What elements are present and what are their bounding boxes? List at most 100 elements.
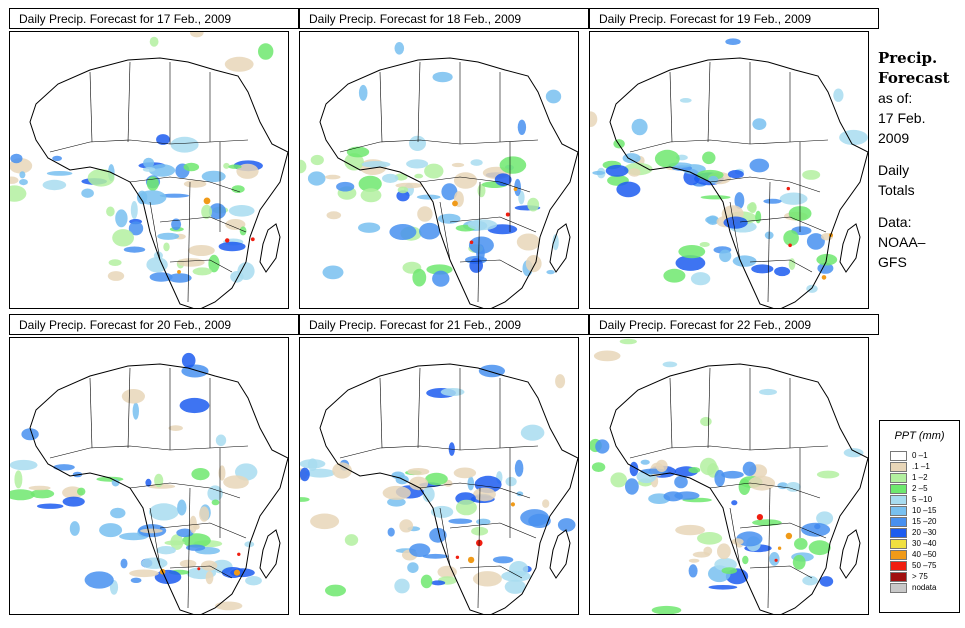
precip-blob xyxy=(21,428,39,441)
precip-blob xyxy=(358,175,382,192)
legend-label: 50 –75 xyxy=(912,561,937,570)
precip-blob xyxy=(326,211,342,220)
precip-blob xyxy=(19,179,28,186)
precip-blob xyxy=(192,267,212,276)
precip-blob xyxy=(839,129,868,146)
precip-blob xyxy=(183,180,207,188)
side-heading: Forecast xyxy=(878,69,950,87)
precip-blob xyxy=(451,162,465,168)
precip-blob xyxy=(417,206,433,222)
precip-blob xyxy=(382,485,411,500)
precip-blob xyxy=(208,254,220,273)
precip-blob xyxy=(146,257,168,273)
precip-blob xyxy=(769,552,780,566)
country-border xyxy=(749,565,813,579)
precip-blob xyxy=(300,467,310,482)
legend-label: > 75 xyxy=(912,572,928,581)
precip-blob xyxy=(397,186,409,194)
country-border xyxy=(49,445,249,459)
precip-blob xyxy=(156,546,176,555)
legend-item: 40 –50 xyxy=(880,549,959,560)
precip-blob xyxy=(679,98,692,103)
precip-map xyxy=(589,31,869,309)
precip-blob xyxy=(361,161,391,168)
precip-blob xyxy=(112,229,134,247)
precip-blob xyxy=(514,178,521,197)
precip-blob xyxy=(123,246,146,253)
legend-item: .1 –1 xyxy=(880,461,959,472)
precip-blob xyxy=(106,206,115,217)
precip-blob xyxy=(738,478,751,495)
precip-blob xyxy=(396,190,410,202)
precip-blob xyxy=(130,577,142,583)
coastline xyxy=(319,363,578,614)
precip-blob xyxy=(675,255,706,271)
legend-item: nodata xyxy=(880,582,959,593)
precip-map xyxy=(299,31,579,309)
precip-blob xyxy=(208,203,226,220)
heavy-rain-cell xyxy=(203,197,211,205)
precip-blob xyxy=(10,153,23,164)
precip-blob xyxy=(200,560,218,571)
heavy-rain-cell xyxy=(467,556,475,564)
precip-blob xyxy=(394,42,405,55)
coastline xyxy=(549,223,571,273)
coastline xyxy=(839,223,861,273)
coastline xyxy=(549,529,571,579)
precip-blob xyxy=(218,241,246,252)
precip-blob xyxy=(140,557,168,569)
precip-blob xyxy=(504,579,526,594)
africa-map-svg xyxy=(10,32,288,308)
precip-blob xyxy=(705,216,719,224)
precip-blob xyxy=(674,475,688,489)
precip-blob xyxy=(432,270,450,287)
precip-blob xyxy=(552,234,559,251)
precip-blob xyxy=(223,475,249,489)
precip-blob xyxy=(201,170,226,183)
precip-map xyxy=(589,337,869,615)
precip-blob xyxy=(470,159,483,166)
precip-blob xyxy=(717,543,731,560)
precip-blob xyxy=(10,185,27,202)
country-border xyxy=(709,176,821,193)
precip-blob xyxy=(96,476,124,482)
precip-blob xyxy=(407,468,430,476)
heavy-rain-cell xyxy=(777,546,782,550)
precip-blob xyxy=(816,511,834,526)
country-border xyxy=(419,176,531,193)
precip-blob xyxy=(108,259,122,266)
country-border xyxy=(767,181,771,303)
country-border xyxy=(739,522,827,539)
precip-blob xyxy=(224,56,254,72)
precip-blob xyxy=(755,210,762,224)
country-border xyxy=(127,61,131,143)
precip-blob xyxy=(310,154,324,166)
precip-blob xyxy=(441,183,458,201)
data-source-model: GFS xyxy=(878,254,907,270)
precip-blob xyxy=(225,219,246,230)
precip-blob xyxy=(182,533,211,548)
precip-blob xyxy=(708,585,738,590)
precip-blob xyxy=(231,185,245,194)
precip-blob xyxy=(752,519,782,526)
precip-blob xyxy=(779,192,808,205)
coastline xyxy=(29,57,288,308)
precip-blob xyxy=(833,88,844,102)
precip-blob xyxy=(542,499,550,508)
legend-label: .1 –1 xyxy=(912,462,930,471)
precip-blob xyxy=(625,478,639,495)
precip-blob xyxy=(619,338,637,345)
panel-title: Daily Precip. Forecast for 22 Feb., 2009 xyxy=(589,314,879,335)
precip-blob xyxy=(228,205,255,217)
precip-blob xyxy=(509,561,529,577)
precip-blob xyxy=(605,164,629,177)
precip-blob xyxy=(590,111,598,127)
precip-blob xyxy=(215,434,227,447)
precip-blob xyxy=(719,249,732,263)
precip-blob xyxy=(725,38,741,45)
precip-blob xyxy=(183,162,200,172)
heavy-rain-cell xyxy=(513,187,518,192)
precip-blob xyxy=(477,184,486,198)
precip-blob xyxy=(307,458,318,471)
data-label: Data: xyxy=(878,214,912,230)
